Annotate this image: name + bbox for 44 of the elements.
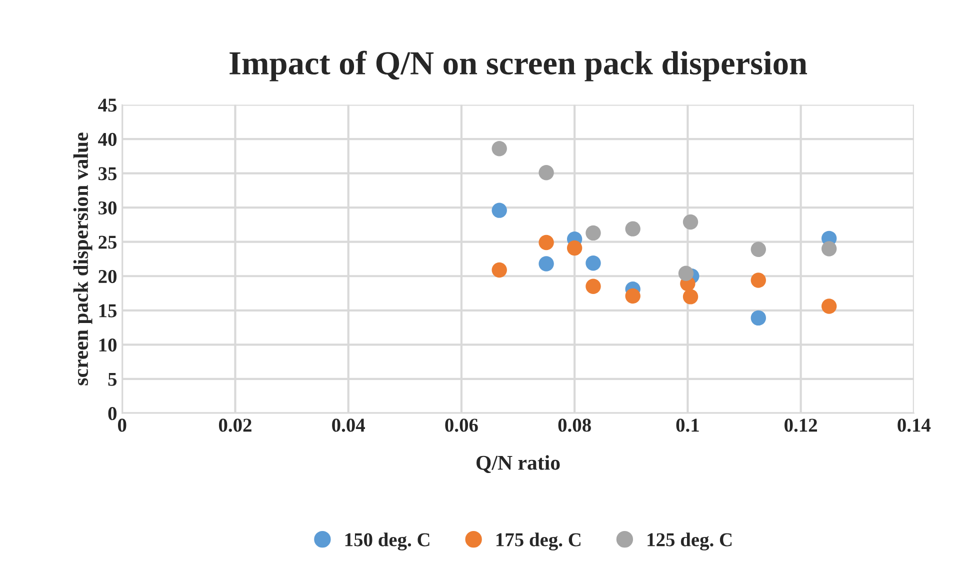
point [492,141,507,156]
y-tick-label: 15 [99,304,117,318]
point [586,255,601,271]
legend-label: 175 deg. C [496,532,580,550]
legend-label: 150 deg. C [345,532,430,550]
point [586,225,601,241]
point [538,234,554,250]
point [625,221,640,236]
point [678,266,694,281]
point [566,240,582,256]
y-tick-label: 30 [98,201,117,215]
point [538,165,554,180]
y-axis-title: screen pack dispersion value [73,132,92,386]
y-tick-label: 40 [98,132,117,146]
point [821,298,837,314]
x-axis-title: Q/N ratio [476,455,560,473]
point [750,242,766,257]
y-tick-label: 5 [108,372,117,386]
point [821,241,837,256]
x-tick-label: 0 [118,418,126,432]
y-tick-label: 10 [99,338,117,352]
point [750,310,766,326]
x-tick-label: 0.14 [898,418,931,432]
point [682,289,698,304]
point [586,278,601,294]
x-tick-label: 0.02 [218,418,252,432]
x-tick-label: 0.1 [676,418,699,432]
point [682,214,698,230]
y-tick-label: 20 [98,270,117,284]
point [492,262,507,278]
y-tick-label: 25 [98,236,117,249]
point [625,288,640,304]
point [750,272,766,288]
legend-label: 125 deg. C [648,532,732,550]
chart-title: Impact of Q/N on screen pack dispersion [230,50,808,82]
x-tick-label: 0.04 [332,418,365,432]
y-tick-label: 35 [98,167,117,180]
y-tick-label: 0 [108,407,117,420]
x-tick-label: 0.06 [445,418,478,432]
y-tick-label: 45 [98,98,117,112]
point [492,202,507,218]
point [538,256,554,272]
x-tick-label: 0.12 [784,418,817,432]
x-tick-label: 0.08 [558,418,591,432]
